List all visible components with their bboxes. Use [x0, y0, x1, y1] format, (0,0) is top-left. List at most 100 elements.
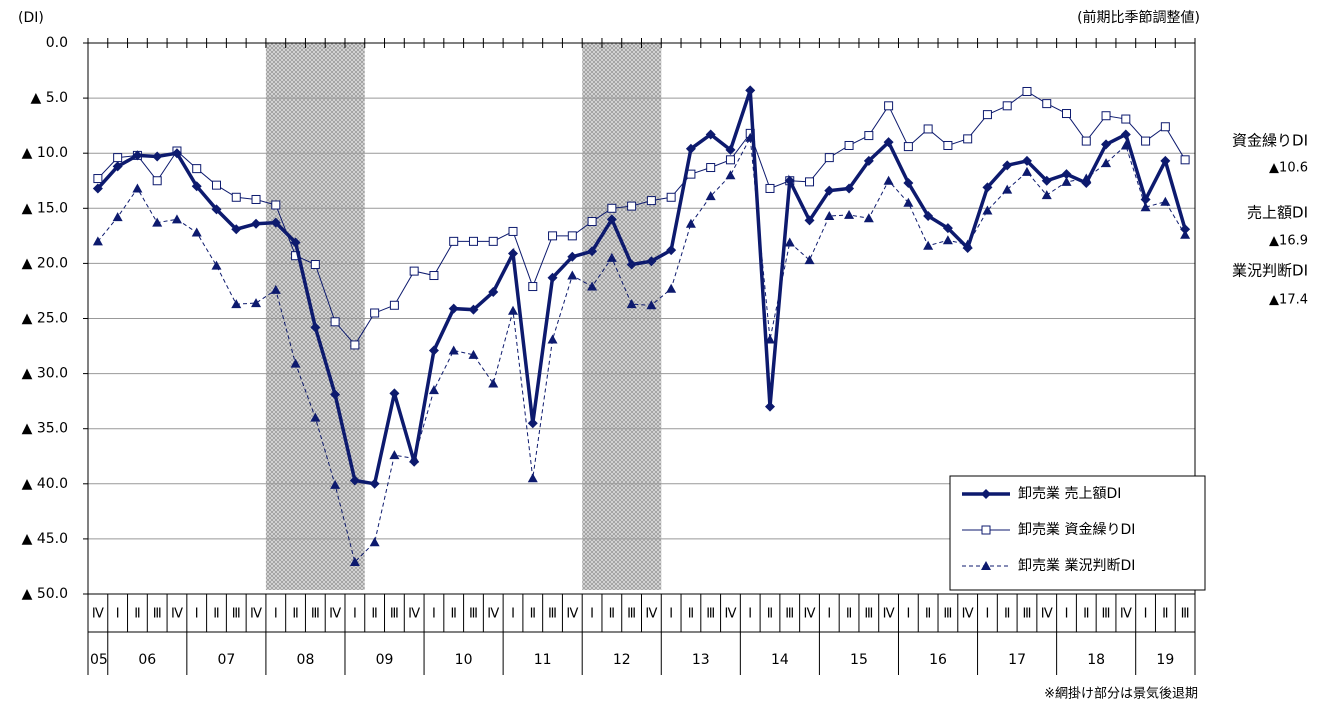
- year-label: 08: [297, 652, 315, 668]
- annotation: ▲16.9: [1269, 234, 1308, 249]
- point: [725, 155, 735, 165]
- x-tick-label: Ⅰ: [906, 607, 910, 622]
- point: [981, 489, 991, 499]
- point: [1061, 176, 1072, 186]
- point: [863, 213, 874, 223]
- year-label: 15: [850, 652, 868, 668]
- point: [962, 242, 973, 253]
- x-tick-label: Ⅱ: [1162, 607, 1168, 622]
- point: [923, 211, 934, 222]
- point: [290, 358, 301, 368]
- x-tick-label: Ⅳ: [566, 607, 578, 622]
- point: [488, 287, 499, 298]
- point: [606, 214, 617, 225]
- point: [606, 252, 617, 262]
- point: [152, 176, 162, 186]
- series-line: [96, 89, 1187, 486]
- point: [409, 266, 419, 276]
- point: [310, 322, 321, 333]
- point: [567, 270, 578, 280]
- x-tick-label: Ⅲ: [706, 607, 715, 622]
- x-tick-label: Ⅰ: [1144, 607, 1148, 622]
- point: [1021, 155, 1032, 166]
- point: [429, 271, 439, 281]
- x-tick-label: Ⅰ: [116, 607, 120, 622]
- y-tick-label: ▲ 20.0: [22, 255, 68, 271]
- point: [547, 334, 558, 344]
- legend-label: 卸売業 資金繰りDI: [1018, 522, 1135, 538]
- y-tick-label: ▲ 5.0: [31, 90, 68, 106]
- x-tick-label: Ⅲ: [864, 607, 873, 622]
- x-tick-label: Ⅲ: [390, 607, 399, 622]
- point: [211, 180, 221, 190]
- legend-label: 卸売業 売上額DI: [1018, 486, 1121, 502]
- point: [251, 298, 262, 308]
- point: [488, 236, 498, 246]
- point: [1120, 129, 1131, 140]
- point: [191, 181, 202, 192]
- x-tick-label: Ⅳ: [329, 607, 341, 622]
- x-tick-label: Ⅰ: [274, 607, 278, 622]
- point: [251, 194, 261, 204]
- point: [725, 144, 736, 155]
- point: [1061, 169, 1072, 180]
- point: [132, 183, 143, 193]
- point: [1160, 155, 1171, 166]
- point: [231, 224, 242, 235]
- point: [1101, 139, 1112, 150]
- annotation: ▲17.4: [1269, 293, 1308, 308]
- point: [1180, 224, 1191, 235]
- point: [270, 284, 281, 294]
- point: [1062, 109, 1072, 119]
- x-tick-label: Ⅳ: [804, 607, 816, 622]
- point: [389, 450, 400, 460]
- point: [1140, 202, 1151, 212]
- point: [982, 110, 992, 120]
- x-tick-label: Ⅳ: [408, 607, 420, 622]
- point: [942, 223, 953, 234]
- x-tick-label: Ⅰ: [669, 607, 673, 622]
- point: [468, 304, 479, 315]
- point: [290, 237, 301, 248]
- point: [1180, 229, 1191, 239]
- point: [1002, 184, 1013, 194]
- point: [330, 389, 341, 400]
- point: [981, 561, 991, 570]
- point: [883, 137, 894, 148]
- point: [448, 345, 459, 355]
- point: [824, 211, 835, 221]
- point: [685, 218, 696, 228]
- point: [113, 153, 123, 163]
- point: [942, 235, 953, 245]
- x-tick-label: Ⅲ: [232, 607, 241, 622]
- year-label: 06: [138, 652, 156, 668]
- x-tick-label: Ⅳ: [962, 607, 974, 622]
- point: [310, 260, 320, 270]
- year-label: 07: [217, 652, 235, 668]
- y-tick-label: ▲ 15.0: [22, 200, 68, 216]
- x-tick-label: Ⅱ: [213, 607, 219, 622]
- x-tick-label: Ⅰ: [590, 607, 594, 622]
- point: [1021, 166, 1032, 176]
- point: [231, 299, 242, 309]
- point: [488, 378, 499, 388]
- x-tick-label: Ⅳ: [1041, 607, 1053, 622]
- year-label: 18: [1087, 652, 1105, 668]
- point: [330, 479, 341, 489]
- y-tick-label: ▲ 40.0: [22, 476, 68, 492]
- point: [211, 204, 222, 215]
- x-tick-label: Ⅰ: [986, 607, 990, 622]
- year-label: 05: [90, 652, 108, 668]
- annotation: ▲10.6: [1269, 161, 1308, 176]
- point: [468, 349, 479, 359]
- annotation: 資金繰りDI: [1232, 132, 1308, 150]
- x-tick-label: Ⅲ: [469, 607, 478, 622]
- x-tick-label: Ⅰ: [432, 607, 436, 622]
- point: [93, 174, 103, 184]
- point: [92, 183, 103, 194]
- point: [765, 183, 775, 193]
- point: [349, 557, 360, 567]
- point: [132, 150, 143, 161]
- point: [666, 245, 677, 256]
- x-tick-label: Ⅲ: [548, 607, 557, 622]
